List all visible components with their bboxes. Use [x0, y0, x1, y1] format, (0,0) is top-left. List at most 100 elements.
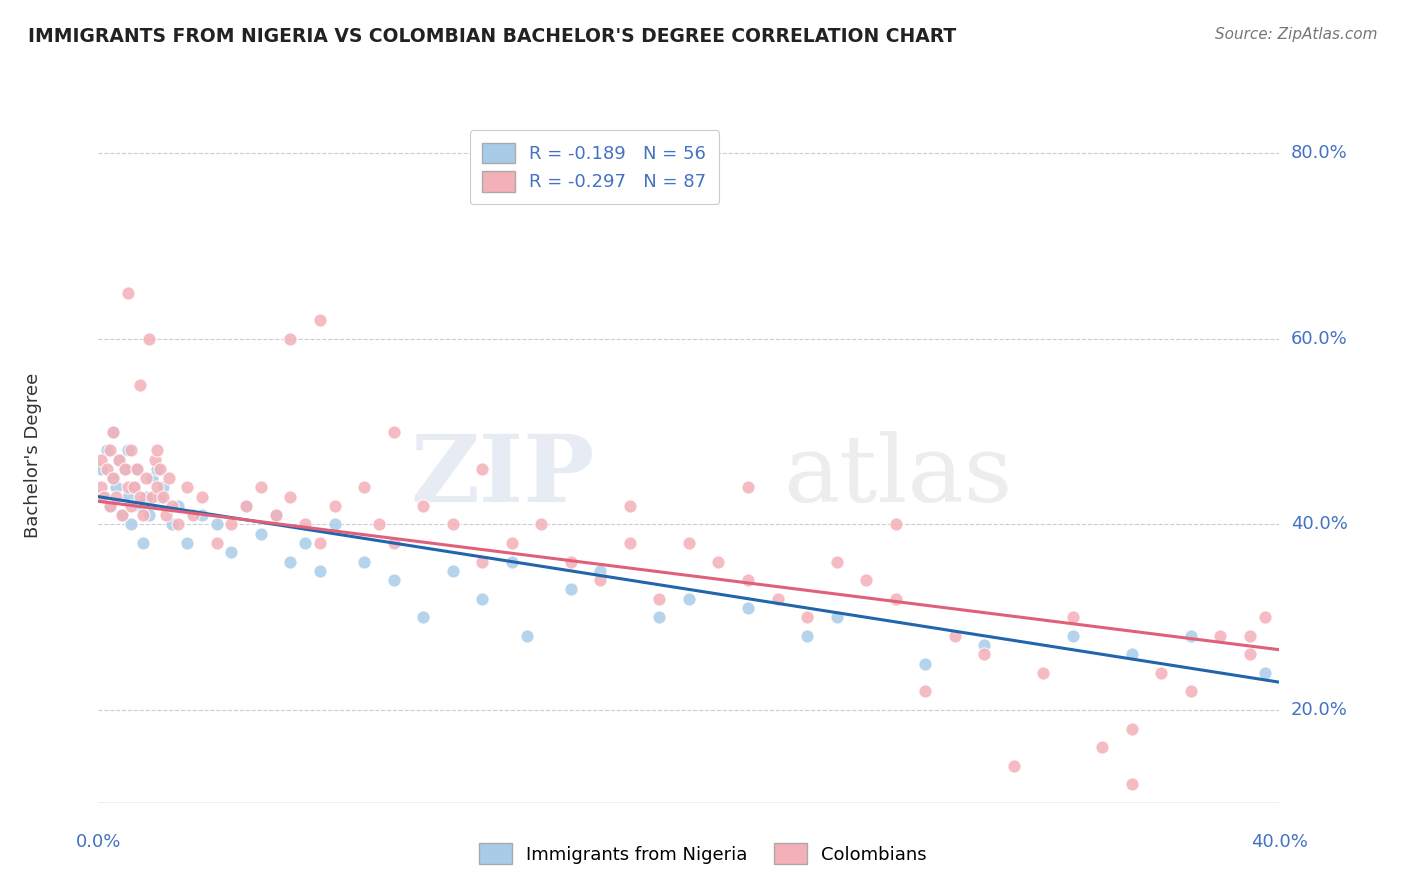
Point — [90, 480, 112, 494]
Point — [125, 462, 148, 476]
Point — [235, 499, 257, 513]
Text: Bachelor's Degree: Bachelor's Degree — [24, 372, 42, 538]
Point — [1239, 629, 1261, 643]
Point — [205, 536, 228, 550]
Point — [766, 591, 789, 606]
Point — [648, 610, 671, 624]
Point — [250, 480, 273, 494]
Text: 20.0%: 20.0% — [1291, 701, 1347, 719]
Point — [855, 573, 877, 587]
Legend: R = -0.189   N = 56, R = -0.297   N = 87: R = -0.189 N = 56, R = -0.297 N = 87 — [470, 130, 718, 204]
Point — [162, 517, 183, 532]
Point — [884, 517, 907, 532]
Point — [125, 462, 148, 476]
Point — [90, 462, 112, 476]
Point — [471, 555, 494, 569]
Point — [589, 573, 612, 587]
Point — [103, 471, 125, 485]
Legend: Immigrants from Nigeria, Colombians: Immigrants from Nigeria, Colombians — [464, 829, 942, 879]
Point — [135, 490, 157, 504]
Point — [294, 536, 316, 550]
Point — [157, 471, 180, 485]
Point — [353, 480, 375, 494]
Point — [117, 443, 139, 458]
Point — [412, 499, 434, 513]
Point — [120, 517, 142, 532]
Point — [471, 591, 494, 606]
Point — [93, 490, 115, 504]
Point — [93, 490, 115, 504]
Text: Source: ZipAtlas.com: Source: ZipAtlas.com — [1215, 27, 1378, 42]
Point — [103, 425, 125, 439]
Point — [141, 471, 163, 485]
Point — [737, 573, 759, 587]
Point — [501, 555, 523, 569]
Point — [309, 564, 332, 578]
Point — [114, 462, 136, 476]
Point — [516, 629, 538, 643]
Point — [264, 508, 287, 523]
Point — [560, 555, 582, 569]
Point — [155, 508, 177, 523]
Point — [323, 499, 346, 513]
Point — [501, 536, 523, 550]
Point — [309, 536, 332, 550]
Text: ZIP: ZIP — [411, 431, 595, 521]
Point — [132, 536, 155, 550]
Point — [1121, 777, 1143, 791]
Point — [678, 536, 700, 550]
Point — [111, 508, 134, 523]
Point — [278, 555, 302, 569]
Point — [250, 526, 273, 541]
Point — [181, 508, 204, 523]
Point — [141, 490, 163, 504]
Point — [278, 490, 302, 504]
Text: 80.0%: 80.0% — [1291, 145, 1347, 162]
Point — [278, 332, 302, 346]
Point — [943, 629, 966, 643]
Point — [103, 425, 125, 439]
Point — [117, 490, 139, 504]
Point — [1091, 740, 1114, 755]
Point — [1032, 665, 1054, 680]
Point — [176, 480, 198, 494]
Point — [105, 480, 128, 494]
Point — [382, 425, 405, 439]
Point — [1239, 648, 1261, 662]
Text: 40.0%: 40.0% — [1291, 516, 1347, 533]
Point — [122, 480, 145, 494]
Point — [294, 517, 316, 532]
Point — [152, 490, 174, 504]
Point — [146, 462, 169, 476]
Point — [103, 471, 125, 485]
Point — [219, 517, 243, 532]
Point — [412, 610, 434, 624]
Point — [441, 564, 464, 578]
Point — [1002, 758, 1025, 772]
Point — [648, 591, 671, 606]
Point — [149, 462, 172, 476]
Point — [382, 573, 405, 587]
Point — [1150, 665, 1173, 680]
Point — [796, 629, 818, 643]
Point — [323, 517, 346, 532]
Point — [108, 452, 131, 467]
Text: IMMIGRANTS FROM NIGERIA VS COLOMBIAN BACHELOR'S DEGREE CORRELATION CHART: IMMIGRANTS FROM NIGERIA VS COLOMBIAN BAC… — [28, 27, 956, 45]
Point — [128, 378, 150, 392]
Point — [167, 499, 190, 513]
Point — [530, 517, 553, 532]
Point — [122, 480, 145, 494]
Point — [737, 480, 759, 494]
Point — [441, 517, 464, 532]
Point — [191, 508, 214, 523]
Point — [96, 443, 118, 458]
Point — [143, 452, 166, 467]
Point — [114, 462, 136, 476]
Point — [149, 490, 172, 504]
Point — [678, 591, 700, 606]
Point — [973, 648, 995, 662]
Point — [1254, 610, 1277, 624]
Point — [111, 508, 134, 523]
Point — [152, 480, 174, 494]
Point — [128, 490, 150, 504]
